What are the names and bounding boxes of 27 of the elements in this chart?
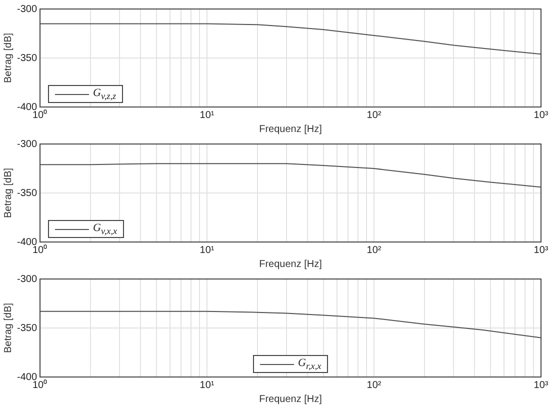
legend-label: G$_{v,x,x}$ <box>93 222 118 236</box>
x-tick-label: 10⁰ <box>32 244 48 256</box>
y-axis-title: Betrag [dB] <box>2 32 14 84</box>
y-tick-label: -300 <box>17 274 38 285</box>
x-tick-label: 10² <box>366 110 382 121</box>
y-tick-label: -350 <box>17 52 38 64</box>
y-tick-label: -300 <box>17 138 38 150</box>
y-axis-title: Betrag [dB] <box>2 302 14 354</box>
x-tick-label: 10² <box>366 380 382 391</box>
y-axis-title: Betrag [dB] <box>2 168 14 218</box>
x-axis-title: Frequenz [Hz] <box>259 124 322 135</box>
x-axis-title: Frequenz [Hz] <box>259 394 322 405</box>
x-tick-label: 10² <box>366 244 382 256</box>
x-tick-label: 10¹ <box>200 380 215 391</box>
x-tick-label: 10³ <box>534 380 549 391</box>
x-tick-label: 10¹ <box>200 110 215 121</box>
legend-label: G$_{v,z,z}$ <box>93 87 116 102</box>
x-tick-label: 10¹ <box>200 244 215 256</box>
x-tick-label: 10³ <box>534 244 549 256</box>
x-axis-title: Frequenz [Hz] <box>259 258 322 270</box>
y-tick-label: -300 <box>17 4 38 15</box>
x-tick-label: 10³ <box>534 110 549 121</box>
legend-label: G$_{r,x,x}$ <box>298 357 322 372</box>
y-tick-label: -350 <box>17 322 38 334</box>
x-tick-label: 10⁰ <box>32 378 48 391</box>
x-tick-label: 10⁰ <box>32 108 48 121</box>
y-tick-label: -350 <box>17 188 38 199</box>
